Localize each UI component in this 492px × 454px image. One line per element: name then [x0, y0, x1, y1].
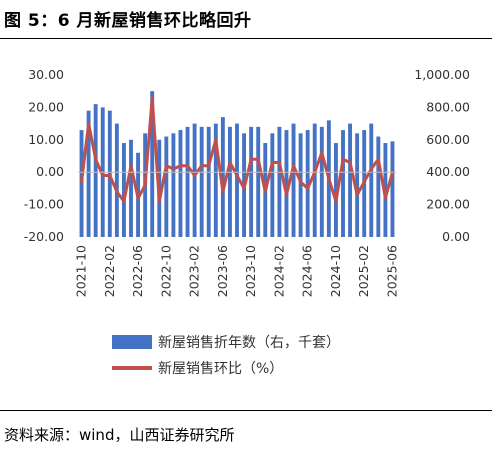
- bar-2024-02: [277, 126, 282, 237]
- top-divider: [0, 38, 492, 39]
- legend-line-label: 新屋销售环比（%）: [158, 361, 283, 377]
- bar-2022-08: [150, 91, 155, 237]
- bar-2024-03: [284, 130, 289, 237]
- x-tick-label: 2025-06: [384, 245, 399, 297]
- y-right-tick-label: 400.00: [426, 164, 470, 179]
- bar-2025-06: [390, 141, 395, 237]
- x-tick-label: 2022-06: [130, 245, 145, 297]
- bar-2023-03: [199, 126, 204, 237]
- bar-2024-11: [341, 130, 345, 237]
- bar-2022-12: [178, 130, 183, 237]
- figure-title: 图 5：6 月新屋销售环比略回升: [4, 11, 252, 31]
- y-right-tick-label: 600.00: [426, 132, 470, 147]
- x-tick-label: 2024-02: [271, 245, 286, 297]
- bar-2023-11: [256, 126, 261, 237]
- x-tick-label: 2022-02: [102, 245, 117, 297]
- bottom-divider: [0, 410, 492, 411]
- bar-series: [79, 91, 395, 238]
- legend-bar-label: 新屋销售折年数（右，千套）: [158, 335, 340, 351]
- bar-2022-11: [171, 133, 176, 237]
- bar-2025-01: [355, 133, 360, 237]
- y-axis-left: 30.00 20.00 10.00 0.00 -10.00 -20.00: [24, 67, 64, 244]
- y-left-tick-label: 0.00: [36, 164, 64, 179]
- bar-2021-10: [79, 130, 84, 237]
- y-right-tick-label: 200.00: [426, 197, 470, 212]
- bar-2021-12: [93, 104, 98, 237]
- bar-2024-04: [291, 123, 296, 237]
- y-right-tick-label: 800.00: [426, 99, 470, 114]
- bar-2023-01: [185, 126, 190, 237]
- legend: 新屋销售折年数（右，千套） 新屋销售环比（%）: [112, 335, 340, 377]
- bar-2023-08: [235, 123, 239, 237]
- y-left-tick-label: 20.00: [28, 99, 64, 114]
- y-left-tick-label: -10.00: [24, 197, 64, 212]
- bar-2024-06: [305, 130, 310, 237]
- legend-bar-swatch: [112, 335, 152, 349]
- y-left-tick-label: 30.00: [28, 67, 64, 82]
- bar-2023-02: [192, 123, 197, 237]
- x-tick-label: 2022-10: [158, 245, 173, 297]
- x-tick-label: 2024-06: [300, 245, 315, 297]
- bar-2023-06: [220, 117, 225, 237]
- bar-2023-04: [206, 126, 211, 237]
- bar-2024-07: [312, 123, 317, 237]
- chart-svg: 30.00 20.00 10.00 0.00 -10.00 -20.00 1,000.00…: [24, 67, 470, 377]
- bar-2024-01: [270, 133, 275, 237]
- x-tick-label: 2025-02: [356, 245, 371, 297]
- bar-2022-04: [121, 143, 126, 237]
- bar-2022-10: [164, 136, 169, 237]
- x-tick-label: 2024-10: [328, 245, 343, 297]
- bar-2024-10: [333, 143, 338, 237]
- y-right-tick-label: 1,000.00: [414, 67, 470, 82]
- bar-2024-12: [348, 123, 353, 237]
- bar-2022-03: [114, 123, 119, 237]
- bar-2023-05: [213, 123, 218, 237]
- y-left-tick-label: 10.00: [28, 132, 64, 147]
- y-axis-right: 1,000.00 800.00 600.00 400.00 200.00 0.00: [414, 67, 470, 244]
- x-tick-label: 2021-10: [74, 245, 89, 297]
- bar-2021-11: [86, 110, 91, 237]
- bar-2022-05: [129, 139, 133, 237]
- x-tick-label: 2023-10: [243, 245, 258, 297]
- x-axis: 2021-10 2022-02 2022-06 2022-10 2023-02 2023-…: [74, 171, 399, 297]
- bar-2022-02: [107, 110, 112, 237]
- y-left-tick-label: -20.00: [24, 229, 64, 244]
- source-note: 资料来源：wind，山西证券研究所: [4, 426, 235, 444]
- bar-2023-07: [227, 126, 232, 237]
- line-series: [80, 96, 394, 203]
- bar-2024-05: [298, 133, 303, 237]
- bar-2023-10: [249, 126, 254, 237]
- x-tick-label: 2023-06: [215, 245, 230, 297]
- bar-2025-03: [369, 123, 374, 237]
- y-right-tick-label: 0.00: [442, 229, 470, 244]
- bar-2024-08: [319, 126, 324, 237]
- x-tick-label: 2023-02: [187, 245, 202, 297]
- bar-2025-04: [376, 136, 381, 237]
